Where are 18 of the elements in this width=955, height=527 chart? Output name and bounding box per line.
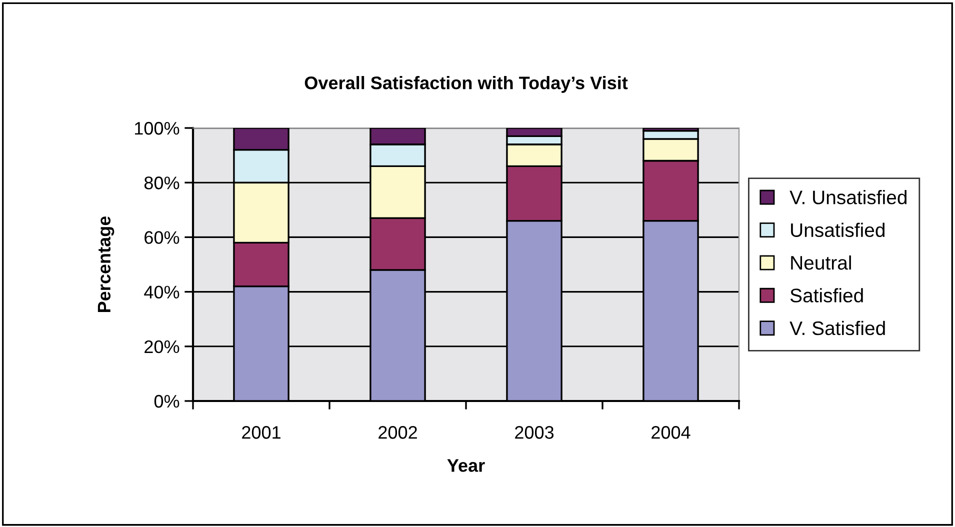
y-axis-title: Percentage xyxy=(98,216,114,312)
x-tick-label: 2003 xyxy=(515,426,554,439)
x-tick-label: 2001 xyxy=(242,426,280,439)
x-tick-label: 2002 xyxy=(378,426,417,439)
y-tick-label: 60% xyxy=(144,231,180,244)
y-tick-label: 0% xyxy=(154,394,180,408)
legend-label: V. Satisfied xyxy=(790,320,885,336)
legend-label: Unsatisfied xyxy=(791,222,884,238)
y-tick-label: 80% xyxy=(144,176,180,190)
y-tick-label: 100% xyxy=(135,122,180,135)
y-tick-label: 20% xyxy=(144,340,180,354)
x-tick-label: 2004 xyxy=(652,426,690,439)
legend-label: Neutral xyxy=(791,255,851,270)
chart-title: Overall Satisfaction with Today’s Visit xyxy=(304,76,628,93)
y-tick-label: 40% xyxy=(144,286,180,299)
legend-label: Satisfied xyxy=(790,288,863,302)
legend-label: V. Unsatisfied xyxy=(790,190,906,204)
x-axis-title: Year xyxy=(447,459,485,472)
